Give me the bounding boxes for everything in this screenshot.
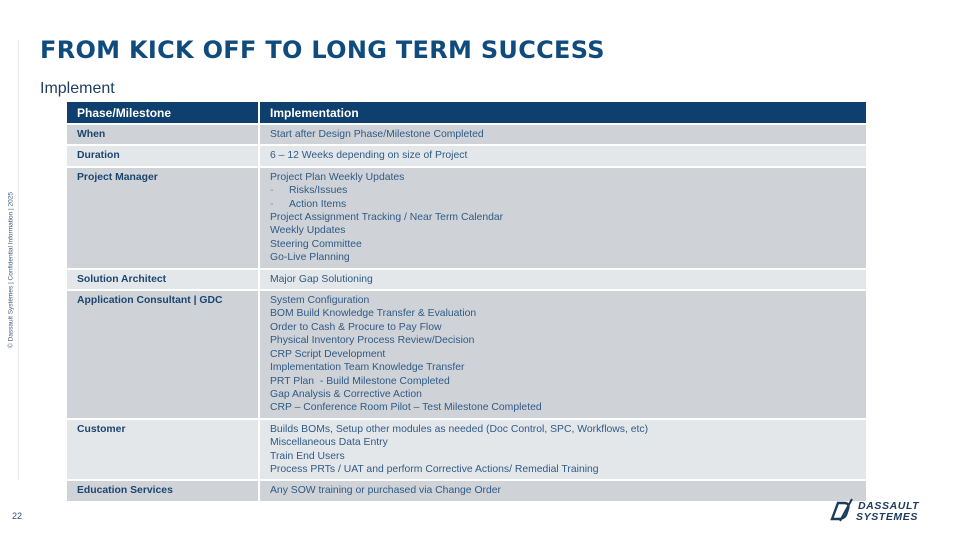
page-subtitle: Implement xyxy=(40,80,115,97)
row-line: Project Assignment Tracking / Near Term … xyxy=(270,212,504,224)
row-line: BOM Build Knowledge Transfer & Evaluatio… xyxy=(270,308,477,320)
row-content: Project Plan Weekly Updates - Risks/Issue… xyxy=(259,166,866,270)
ds-logo-icon: DASSAULT SYSTEMES xyxy=(830,498,920,523)
row-line: CRP – Conference Room Pilot – Test Miles… xyxy=(270,402,542,414)
row-line: Risks/Issues xyxy=(289,185,348,197)
row-content: Builds BOMs, Setup other modules as need… xyxy=(259,418,866,482)
row-bullet: - Risks/Issues xyxy=(270,185,348,197)
row-content: System Configuration BOM Build Knowledge… xyxy=(259,290,866,420)
row-content: Start after Design Phase/Milestone Compl… xyxy=(259,124,866,147)
row-bullet: - Action Items xyxy=(270,198,347,210)
svg-text:SYSTEMES: SYSTEMES xyxy=(856,511,918,523)
table-row: When Start after Design Phase/Milestone C… xyxy=(67,124,866,147)
confidential-note: © Dassault Systèmes | Confidential Infor… xyxy=(7,192,15,348)
row-line: Train End Users xyxy=(270,450,345,462)
page-number: 22 xyxy=(12,511,23,521)
row-line: Process PRTs / UAT and perform Correctiv… xyxy=(270,463,599,475)
row-label: Application Consultant | GDC xyxy=(67,290,260,420)
row-line: Builds BOMs, Setup other modules as need… xyxy=(270,423,649,435)
table-row: Duration 6 – 12 Weeks depending on size o… xyxy=(67,145,866,168)
table-row: Education Services Any SOW training or pu… xyxy=(67,480,866,503)
row-line: Gap Analysis & Corrective Action xyxy=(270,388,422,400)
row-content: 6 – 12 Weeks depending on size of Projec… xyxy=(259,145,866,168)
row-line: Project Plan Weekly Updates xyxy=(270,171,405,183)
row-line: Weekly Updates xyxy=(270,225,346,237)
row-label: Project Manager xyxy=(67,166,260,270)
row-line: Miscellaneous Data Entry xyxy=(270,437,388,449)
row-label: Customer xyxy=(67,418,260,482)
row-line: Major Gap Solutioning xyxy=(270,273,373,285)
row-line: CRP Script Development xyxy=(270,348,386,360)
row-line: Implementation Team Knowledge Transfer xyxy=(270,362,465,374)
svg-text:DASSAULT: DASSAULT xyxy=(858,500,920,512)
row-line: Physical Inventory Process Review/Decisi… xyxy=(270,335,475,347)
row-label: When xyxy=(67,124,260,147)
header-implementation: Implementation xyxy=(259,102,866,125)
dassault-logo: DASSAULT SYSTEMES xyxy=(828,497,934,523)
table-row: Application Consultant | GDC System Conf… xyxy=(67,290,866,420)
row-line: Steering Committee xyxy=(270,238,362,250)
row-line: Start after Design Phase/Milestone Compl… xyxy=(270,129,484,140)
phase-table: Phase/Milestone Implementation When Start… xyxy=(67,102,866,503)
row-line: Go-Live Planning xyxy=(270,252,350,264)
row-line: 6 – 12 Weeks depending on size of Projec… xyxy=(270,150,468,162)
row-line: PRT Plan - Build Milestone Completed xyxy=(270,375,450,387)
row-content: Any SOW training or purchased via Change… xyxy=(259,480,866,503)
table-row: Project Manager Project Plan Weekly Upda… xyxy=(67,166,866,270)
row-line: Action Items xyxy=(289,198,347,210)
table-header: Phase/Milestone Implementation xyxy=(67,102,866,125)
row-line: Order to Cash & Procure to Pay Flow xyxy=(270,321,442,333)
table-row: Solution Architect Major Gap Solutioning xyxy=(67,268,866,292)
row-line: System Configuration xyxy=(270,295,370,307)
page-title: FROM KICK OFF TO LONG TERM SUCCESS xyxy=(40,36,605,64)
row-label: Solution Architect xyxy=(67,268,260,292)
row-line: Any SOW training or purchased via Change… xyxy=(270,485,502,497)
table-row: Customer Builds BOMs, Setup other module… xyxy=(67,418,866,482)
row-label: Education Services xyxy=(67,480,260,503)
divider-line xyxy=(18,40,19,480)
row-label: Duration xyxy=(67,145,260,168)
row-content: Major Gap Solutioning xyxy=(259,268,866,292)
header-phase: Phase/Milestone xyxy=(67,102,260,125)
